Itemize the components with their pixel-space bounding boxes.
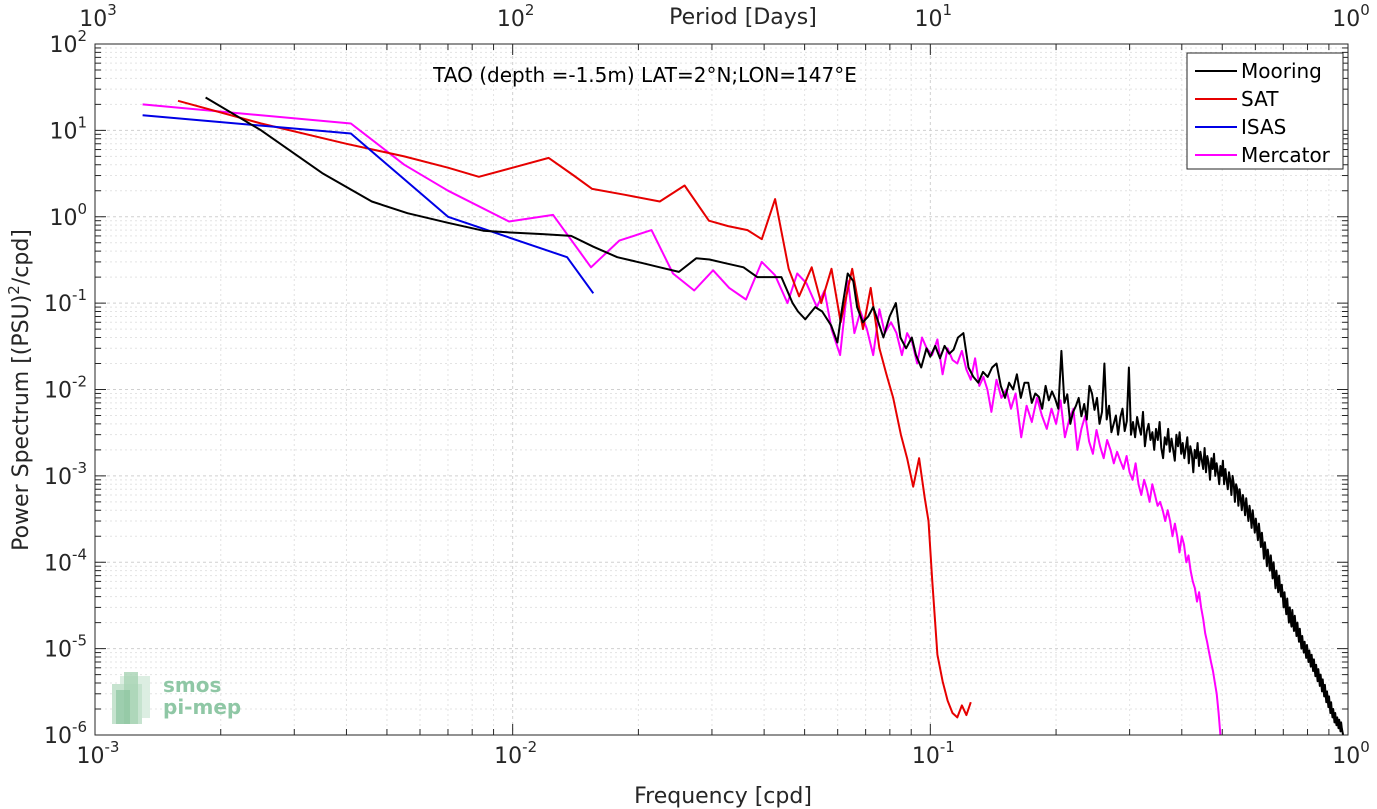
series-line-isas xyxy=(142,114,595,294)
logo-text-pi-mep: pi-mep xyxy=(163,695,241,719)
x2-tick-label: 102 xyxy=(497,1,535,32)
series-line-mercator xyxy=(142,103,1222,736)
logo-text-smos: smos xyxy=(163,673,221,697)
x-tick-label: 10-2 xyxy=(494,738,537,769)
x2-tick-label: 100 xyxy=(1332,1,1370,32)
legend: Mooring SAT ISAS Mercator xyxy=(1186,52,1344,170)
y-tick-label: 10-4 xyxy=(44,545,87,576)
y-tick-label: 101 xyxy=(49,113,87,144)
legend-box xyxy=(1186,52,1344,170)
series-line-mooring xyxy=(205,96,1345,736)
legend-label-sat: SAT xyxy=(1241,87,1279,111)
x-axis-title: Frequency [cpd] xyxy=(634,784,812,809)
x2-tick-label: 101 xyxy=(915,1,953,32)
y-tick-label: 10-2 xyxy=(44,373,87,404)
y-tick-label: 10-5 xyxy=(44,632,87,663)
y-axis-title-sup: 2 xyxy=(5,285,23,295)
y-tick-label: 10-6 xyxy=(44,718,87,749)
series-layer xyxy=(142,96,1345,736)
x-tick-label: 10-3 xyxy=(77,738,120,769)
y-axis-title-main: Power Spectrum [(PSU) xyxy=(9,295,34,551)
series-line-sat xyxy=(177,99,972,719)
y-tick-label: 100 xyxy=(49,200,87,231)
chart-title: TAO (depth =-1.5m) LAT=2°N;LON=147°E xyxy=(432,63,857,87)
x2-tick-label: 103 xyxy=(79,1,117,32)
y-tick-label: 102 xyxy=(49,27,87,58)
legend-label-mooring: Mooring xyxy=(1241,59,1322,83)
x-tick-label: 100 xyxy=(1332,738,1370,769)
x2-axis-title: Period [Days] xyxy=(669,5,817,30)
legend-label-mercator: Mercator xyxy=(1241,143,1331,167)
smos-pi-mep-logo: smos pi-mep xyxy=(112,672,241,724)
tick-marks xyxy=(94,43,1349,736)
y-tick-label: 10-1 xyxy=(44,286,87,317)
legend-label-isas: ISAS xyxy=(1241,115,1286,139)
y-tick-label: 10-3 xyxy=(44,459,87,490)
y-axis-title: Power Spectrum [(PSU)2/cpd] xyxy=(5,229,34,551)
y-axis-title-tail: /cpd] xyxy=(9,229,34,285)
x-tick-label: 10-1 xyxy=(912,738,955,769)
